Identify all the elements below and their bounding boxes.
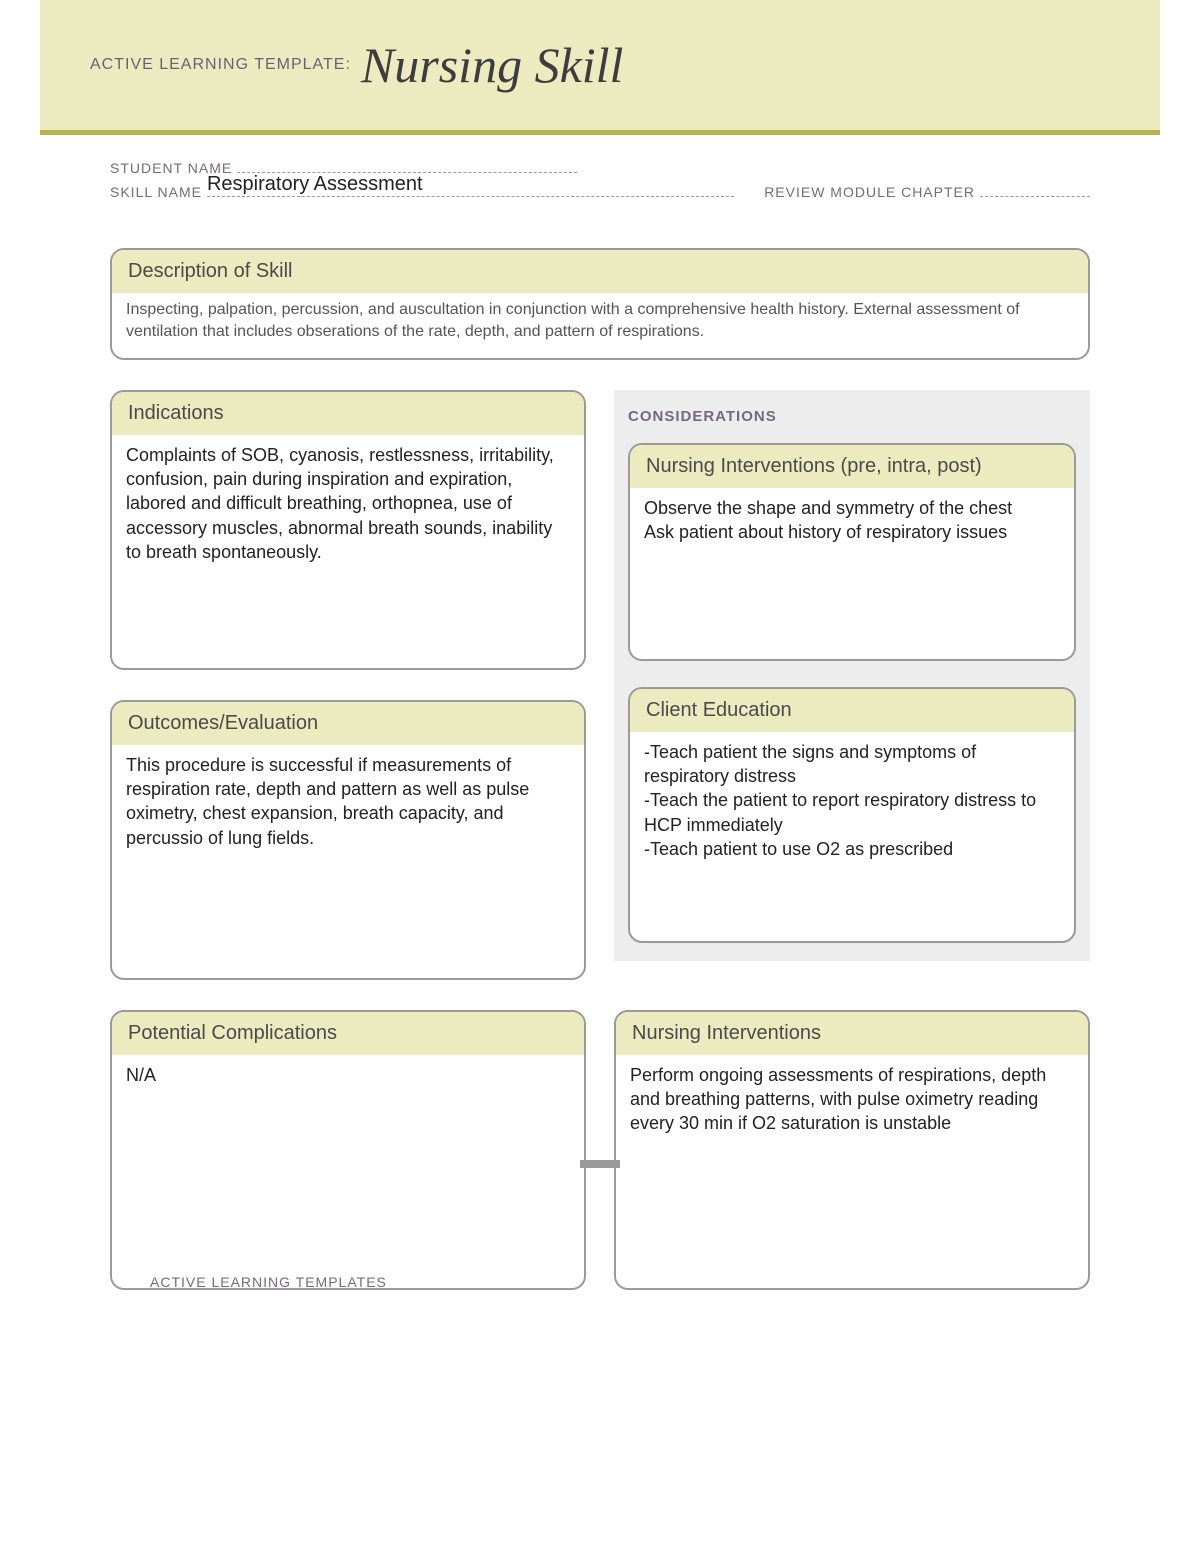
review-module-label: REVIEW MODULE CHAPTER (764, 184, 975, 200)
indications-body: Complaints of SOB, cyanosis, restlessnes… (112, 435, 584, 578)
skill-name-value: Respiratory Assessment (207, 173, 423, 196)
complications-header: Potential Complications (112, 1012, 584, 1055)
interventions-body: Perform ongoing assessments of respirati… (616, 1055, 1088, 1150)
considerations-group: CONSIDERATIONS Nursing Interventions (pr… (614, 390, 1090, 961)
indications-header: Indications (112, 392, 584, 435)
considerations-label: CONSIDERATIONS (628, 408, 1076, 425)
client-education-body: -Teach patient the signs and symptoms of… (630, 732, 1074, 875)
banner: ACTIVE LEARNING TEMPLATE: Nursing Skill (40, 0, 1160, 130)
indications-box: Indications Complaints of SOB, cyanosis,… (110, 390, 586, 670)
outcomes-box: Outcomes/Evaluation This procedure is su… (110, 700, 586, 980)
right-column: CONSIDERATIONS Nursing Interventions (pr… (614, 390, 1090, 980)
outcomes-body: This procedure is successful if measurem… (112, 745, 584, 864)
skill-name-line: Respiratory Assessment (207, 196, 734, 197)
meta-section: STUDENT NAME SKILL NAME Respiratory Asse… (40, 135, 1160, 218)
complications-box: Potential Complications N/A (110, 1010, 586, 1290)
banner-title: Nursing Skill (361, 36, 624, 94)
skill-name-label: SKILL NAME (110, 184, 202, 200)
client-education-box: Client Education -Teach patient the sign… (628, 687, 1076, 943)
outcomes-header: Outcomes/Evaluation (112, 702, 584, 745)
interventions-pip-header: Nursing Interventions (pre, intra, post) (630, 445, 1074, 488)
left-column: Indications Complaints of SOB, cyanosis,… (110, 390, 586, 980)
review-module-line (980, 196, 1090, 197)
interventions-header: Nursing Interventions (616, 1012, 1088, 1055)
description-box: Description of Skill Inspecting, palpati… (110, 248, 1090, 360)
banner-prefix: ACTIVE LEARNING TEMPLATE: (90, 56, 351, 74)
footer-text: ACTIVE LEARNING TEMPLATES (150, 1274, 387, 1290)
client-education-header: Client Education (630, 689, 1074, 732)
description-body: Inspecting, palpation, percussion, and a… (112, 293, 1088, 358)
description-header: Description of Skill (112, 250, 1088, 293)
connector-bar (580, 1160, 620, 1168)
interventions-box: Nursing Interventions Perform ongoing as… (614, 1010, 1090, 1290)
interventions-pip-body: Observe the shape and symmetry of the ch… (630, 488, 1074, 559)
interventions-pip-box: Nursing Interventions (pre, intra, post)… (628, 443, 1076, 661)
complications-body: N/A (112, 1055, 584, 1101)
